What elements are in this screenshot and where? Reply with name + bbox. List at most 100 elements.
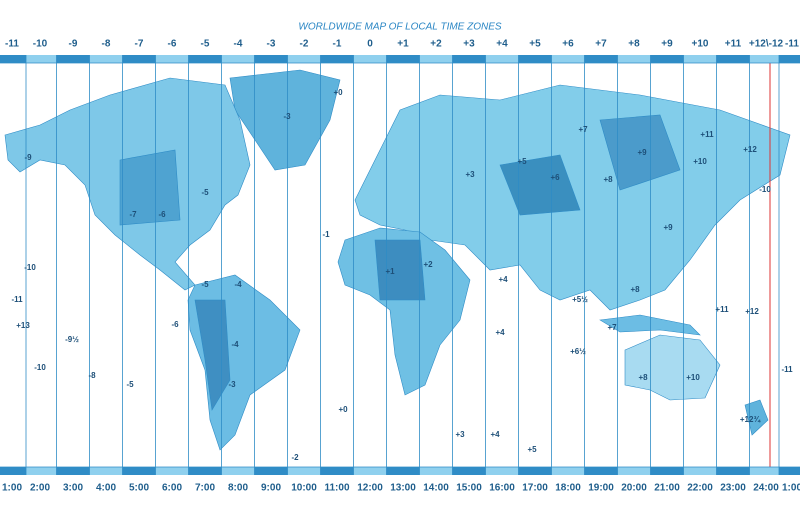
bottom-band — [617, 467, 651, 475]
north-america-zone — [119, 149, 181, 226]
zone-label: +3 — [465, 170, 475, 179]
zone-grid: -111:00-102:00-93:00-84:00-75:00-66:00-5… — [0, 39, 800, 494]
top-band — [188, 55, 222, 63]
bottom-band — [518, 467, 552, 475]
zone-offset: -10 — [33, 39, 48, 50]
local-time: 5:00 — [129, 483, 149, 494]
bottom-band — [779, 467, 800, 475]
zone-label: -3 — [283, 112, 291, 121]
zone-label: -9 — [24, 153, 32, 162]
zone-offset: -2 — [300, 39, 309, 50]
local-time: 12:00 — [357, 483, 383, 494]
bottom-band — [353, 467, 387, 475]
zone-label: +2 — [423, 260, 433, 269]
bottom-band — [749, 467, 779, 475]
local-time: 20:00 — [621, 483, 647, 494]
zone-label: -10 — [759, 185, 771, 194]
top-band — [584, 55, 618, 63]
zone-offset: -6 — [168, 39, 177, 50]
zone-offset: +12\-12 — [749, 39, 784, 50]
zone-label: +0 — [338, 405, 348, 414]
zone-offset: +4 — [496, 39, 508, 50]
top-band — [617, 55, 651, 63]
local-time: 6:00 — [162, 483, 182, 494]
bottom-band — [419, 467, 453, 475]
local-time: 8:00 — [228, 483, 248, 494]
bottom-band — [188, 467, 222, 475]
zone-offset: +1 — [397, 39, 409, 50]
zone-offset: +3 — [463, 39, 475, 50]
zone-label: +10 — [693, 157, 707, 166]
top-band — [386, 55, 420, 63]
zone-label: +5½ — [572, 295, 588, 304]
zone-label: +8 — [638, 373, 648, 382]
local-time: 13:00 — [390, 483, 416, 494]
bottom-band — [254, 467, 288, 475]
local-time: 23:00 — [720, 483, 746, 494]
zone-labels: -9 -3 -7 -6 -5 -4 -5 -3 -4 -1 +0 +1 +2 +3 +4 +5 +6 +7 +8 +9… — [11, 88, 793, 462]
top-band — [779, 55, 800, 63]
zone-offset: -8 — [102, 39, 111, 50]
zone-offset: +5 — [529, 39, 541, 50]
zone-offset: +7 — [595, 39, 607, 50]
bottom-band — [386, 467, 420, 475]
africa-zone — [374, 239, 426, 301]
zone-label: +1 — [385, 267, 395, 276]
bottom-band — [26, 467, 57, 475]
local-time: 3:00 — [63, 483, 83, 494]
zone-offset: +11 — [725, 39, 742, 50]
local-time: 7:00 — [195, 483, 215, 494]
zone-label: +8 — [630, 285, 640, 294]
zone-label: +5 — [527, 445, 537, 454]
bottom-band — [485, 467, 519, 475]
zone-label: +4 — [495, 328, 505, 337]
eurasia-zone — [499, 154, 581, 216]
zone-offset: +10 — [692, 39, 709, 50]
zone-label: -10 — [34, 363, 46, 372]
local-time: 4:00 — [96, 483, 116, 494]
top-band — [683, 55, 717, 63]
top-band — [749, 55, 779, 63]
zone-label: -5 — [201, 280, 209, 289]
local-time: 1:00 — [2, 483, 22, 494]
bottom-band — [452, 467, 486, 475]
bottom-band — [89, 467, 123, 475]
map-title: WORLDWIDE MAP OF LOCAL TIME ZONES — [298, 22, 502, 33]
islands — [599, 314, 701, 336]
eurasia-zone — [599, 114, 681, 191]
zone-label: -3 — [228, 380, 236, 389]
australia — [624, 334, 721, 401]
zone-label: +11 — [700, 130, 714, 139]
top-band — [716, 55, 750, 63]
zone-offset: +6 — [562, 39, 574, 50]
zone-label: +9 — [663, 223, 673, 232]
bottom-band — [320, 467, 354, 475]
bottom-band — [155, 467, 189, 475]
bottom-band — [584, 467, 618, 475]
zone-label: -6 — [158, 210, 166, 219]
bottom-band — [551, 467, 585, 475]
bottom-band — [287, 467, 321, 475]
top-band — [56, 55, 90, 63]
zone-label: +12 — [745, 307, 759, 316]
zone-label: +8 — [603, 175, 613, 184]
top-band — [89, 55, 123, 63]
top-band — [155, 55, 189, 63]
zone-offset: 0 — [367, 39, 373, 50]
zone-label: +9 — [637, 148, 647, 157]
zone-label: -1 — [322, 230, 330, 239]
zone-offset: +8 — [628, 39, 640, 50]
top-band — [122, 55, 156, 63]
zone-label: +13 — [16, 321, 30, 330]
zone-offset: -5 — [201, 39, 210, 50]
local-time: 19:00 — [588, 483, 614, 494]
zone-label: +6½ — [570, 347, 586, 356]
zone-offset: -9 — [69, 39, 78, 50]
zone-offset: +9 — [661, 39, 673, 50]
local-time: 17:00 — [522, 483, 548, 494]
top-band — [485, 55, 519, 63]
zone-offset: -11 — [5, 39, 19, 50]
zone-offset: -3 — [267, 39, 276, 50]
top-band — [353, 55, 387, 63]
